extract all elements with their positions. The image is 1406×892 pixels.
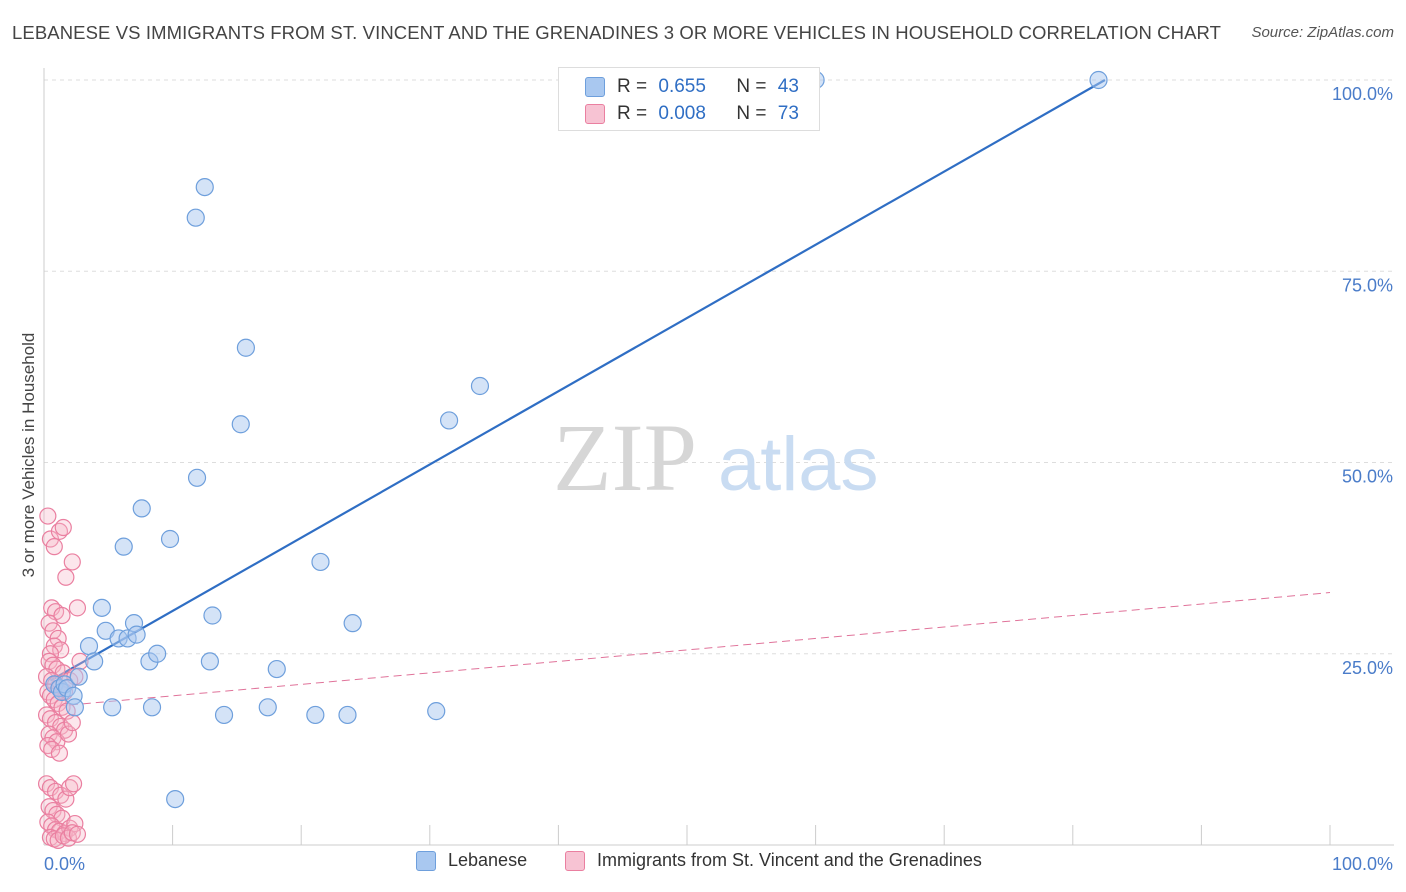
axes [43, 68, 1394, 846]
data-point-lebanese [187, 468, 207, 487]
watermark-zip: ZIP [553, 404, 697, 511]
data-point-immigrants [50, 744, 69, 762]
x-tick-label: 100.0% [1332, 854, 1393, 874]
source-label: Source: ZipAtlas.com [1251, 24, 1394, 41]
data-point-lebanese [439, 411, 459, 430]
data-point-lebanese [65, 698, 84, 717]
data-point-immigrants [39, 507, 57, 525]
data-point-immigrants [52, 641, 70, 659]
data-point-lebanese [195, 178, 214, 197]
bottom-swatch-blue [416, 850, 436, 871]
trend-line-immigrants [43, 592, 1331, 708]
legend-row-immigrants: R = 0.008 N = 73 [585, 101, 799, 127]
bottom-legend-label: Immigrants from St. Vincent and the Gren… [597, 850, 982, 870]
bottom-legend-label: Lebanese [448, 850, 528, 870]
y-tick-label: 75.0% [1342, 275, 1393, 295]
legend-r-label: R = [617, 76, 648, 97]
data-point-lebanese [148, 644, 167, 663]
data-point-lebanese [200, 652, 219, 671]
data-point-immigrants [54, 518, 72, 537]
legend-swatch-blue [585, 77, 605, 97]
tick-labels: 25.0% 50.0% 75.0% 100.0% 0.0% 100.0% [44, 84, 1393, 874]
x-tick-label: 0.0% [44, 854, 85, 874]
data-point-lebanese [127, 625, 146, 644]
y-tick-label: 100.0% [1332, 84, 1393, 104]
data-point-lebanese [79, 636, 99, 656]
data-point-lebanese [267, 659, 286, 679]
data-point-lebanese [311, 552, 330, 572]
bottom-legend-immigrants: Immigrants from St. Vincent and the Gren… [565, 850, 982, 871]
data-point-lebanese [470, 376, 490, 396]
data-point-lebanese [343, 614, 362, 633]
bottom-legend: Lebanese Immigrants from St. Vincent and… [0, 850, 1406, 878]
legend-r-value: 0.008 [658, 103, 706, 124]
data-point-lebanese [231, 415, 250, 434]
legend-row-lebanese: R = 0.655 N = 43 [585, 74, 799, 100]
data-point-immigrants [43, 740, 61, 758]
data-point-immigrants [63, 713, 81, 732]
chart-title: LEBANESE VS IMMIGRANTS FROM ST. VINCENT … [12, 22, 1222, 43]
data-point-lebanese [142, 698, 162, 717]
data-point-lebanese [1089, 70, 1108, 90]
watermark-atlas: atlas [718, 422, 879, 507]
data-point-lebanese [69, 667, 88, 686]
data-point-immigrants [57, 568, 75, 586]
data-point-lebanese [236, 338, 256, 357]
y-tick-label: 25.0% [1342, 658, 1393, 678]
legend-swatch-pink [585, 104, 605, 124]
data-point-lebanese [85, 652, 104, 671]
bottom-legend-lebanese: Lebanese [416, 850, 527, 871]
data-point-lebanese [427, 702, 446, 721]
data-point-immigrants [45, 538, 63, 556]
data-points [37, 70, 1108, 850]
data-point-lebanese [258, 698, 277, 717]
data-point-immigrants [53, 606, 71, 625]
data-point-immigrants [49, 831, 67, 850]
data-point-immigrants [68, 599, 87, 617]
y-axis-label: 3 or more Vehicles in Household [19, 333, 38, 578]
trend-lines [43, 79, 1331, 708]
legend-r-value: 0.655 [658, 76, 706, 97]
data-point-lebanese [132, 499, 151, 518]
legend-r-label: R = [617, 103, 648, 124]
data-point-lebanese [338, 705, 357, 725]
data-point-lebanese [166, 789, 185, 809]
data-point-lebanese [114, 537, 133, 556]
legend-n-value: 73 [777, 103, 799, 124]
data-point-lebanese [103, 698, 122, 717]
data-point-lebanese [214, 705, 234, 725]
data-point-immigrants [68, 825, 87, 843]
trend-line-lebanese [49, 79, 1106, 682]
data-point-lebanese [306, 705, 325, 725]
data-point-lebanese [92, 598, 111, 617]
data-point-immigrants [64, 775, 83, 793]
legend: R = 0.655 N = 43 R = 0.008 N = 73 [558, 67, 820, 131]
data-point-immigrants [63, 553, 81, 571]
data-point-lebanese [203, 606, 222, 625]
bottom-swatch-pink [565, 850, 585, 871]
data-point-lebanese [160, 529, 180, 549]
data-point-lebanese [186, 208, 205, 227]
legend-n-label: N = [736, 76, 767, 97]
legend-n-label: N = [736, 103, 767, 124]
y-tick-label: 50.0% [1342, 467, 1393, 487]
legend-n-value: 43 [777, 76, 799, 97]
